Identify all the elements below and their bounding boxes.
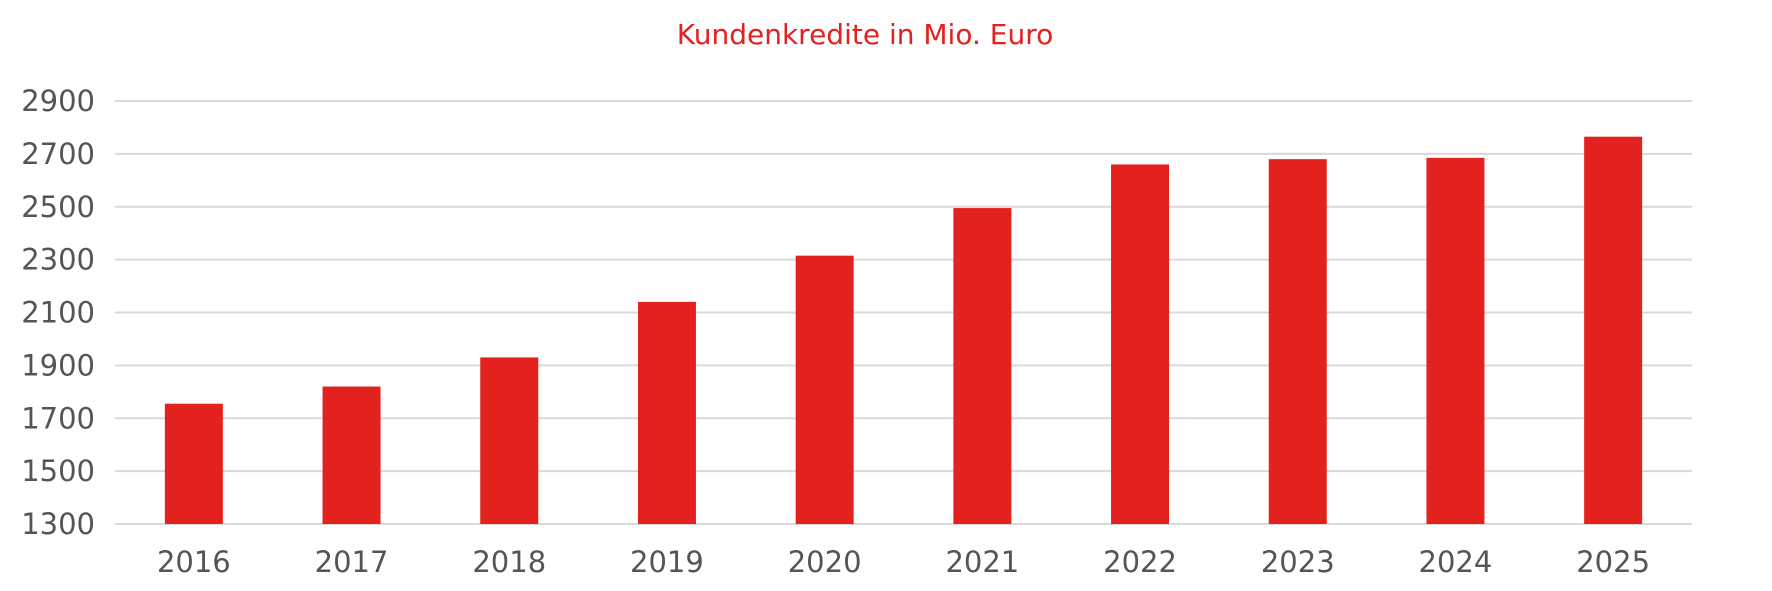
x-tick-label: 2017 bbox=[315, 545, 389, 579]
bar-2025 bbox=[1584, 136, 1643, 525]
bar-2022 bbox=[1111, 164, 1170, 524]
bar-2021 bbox=[953, 208, 1012, 524]
bars bbox=[164, 136, 1643, 525]
y-tick-label: 1300 bbox=[21, 507, 95, 541]
x-axis: 2016 2017 2018 2019 2020 2021 2022 2023 2024 2025 bbox=[157, 545, 1650, 579]
y-tick-label: 2300 bbox=[21, 243, 95, 277]
y-tick-label: 1900 bbox=[21, 348, 95, 382]
x-tick-label: 2022 bbox=[1103, 545, 1177, 579]
y-tick-label: 1700 bbox=[21, 401, 95, 435]
y-tick-label: 2900 bbox=[21, 84, 95, 118]
bar-2018 bbox=[480, 357, 539, 524]
y-tick-label: 2700 bbox=[21, 137, 95, 171]
bar-2017 bbox=[322, 386, 381, 524]
x-tick-label: 2024 bbox=[1419, 545, 1493, 579]
x-tick-label: 2019 bbox=[630, 545, 704, 579]
x-tick-label: 2025 bbox=[1576, 545, 1650, 579]
x-tick-label: 2021 bbox=[945, 545, 1019, 579]
y-tick-label: 2500 bbox=[21, 190, 95, 224]
bar-2019 bbox=[637, 301, 696, 524]
y-axis: 1300 1500 1700 1900 2100 2300 2500 2700 2900 bbox=[21, 84, 95, 541]
y-tick-label: 2100 bbox=[21, 296, 95, 330]
x-tick-label: 2018 bbox=[472, 545, 546, 579]
bar-2016 bbox=[164, 403, 223, 524]
x-tick-label: 2020 bbox=[788, 545, 862, 579]
y-tick-label: 1500 bbox=[21, 454, 95, 488]
bar-2023 bbox=[1268, 159, 1327, 524]
bar-2020 bbox=[795, 255, 854, 525]
x-tick-label: 2023 bbox=[1261, 545, 1335, 579]
bar-2024 bbox=[1426, 157, 1485, 524]
x-tick-label: 2016 bbox=[157, 545, 231, 579]
chart-title: Kundenkredite in Mio. Euro bbox=[676, 18, 1054, 51]
